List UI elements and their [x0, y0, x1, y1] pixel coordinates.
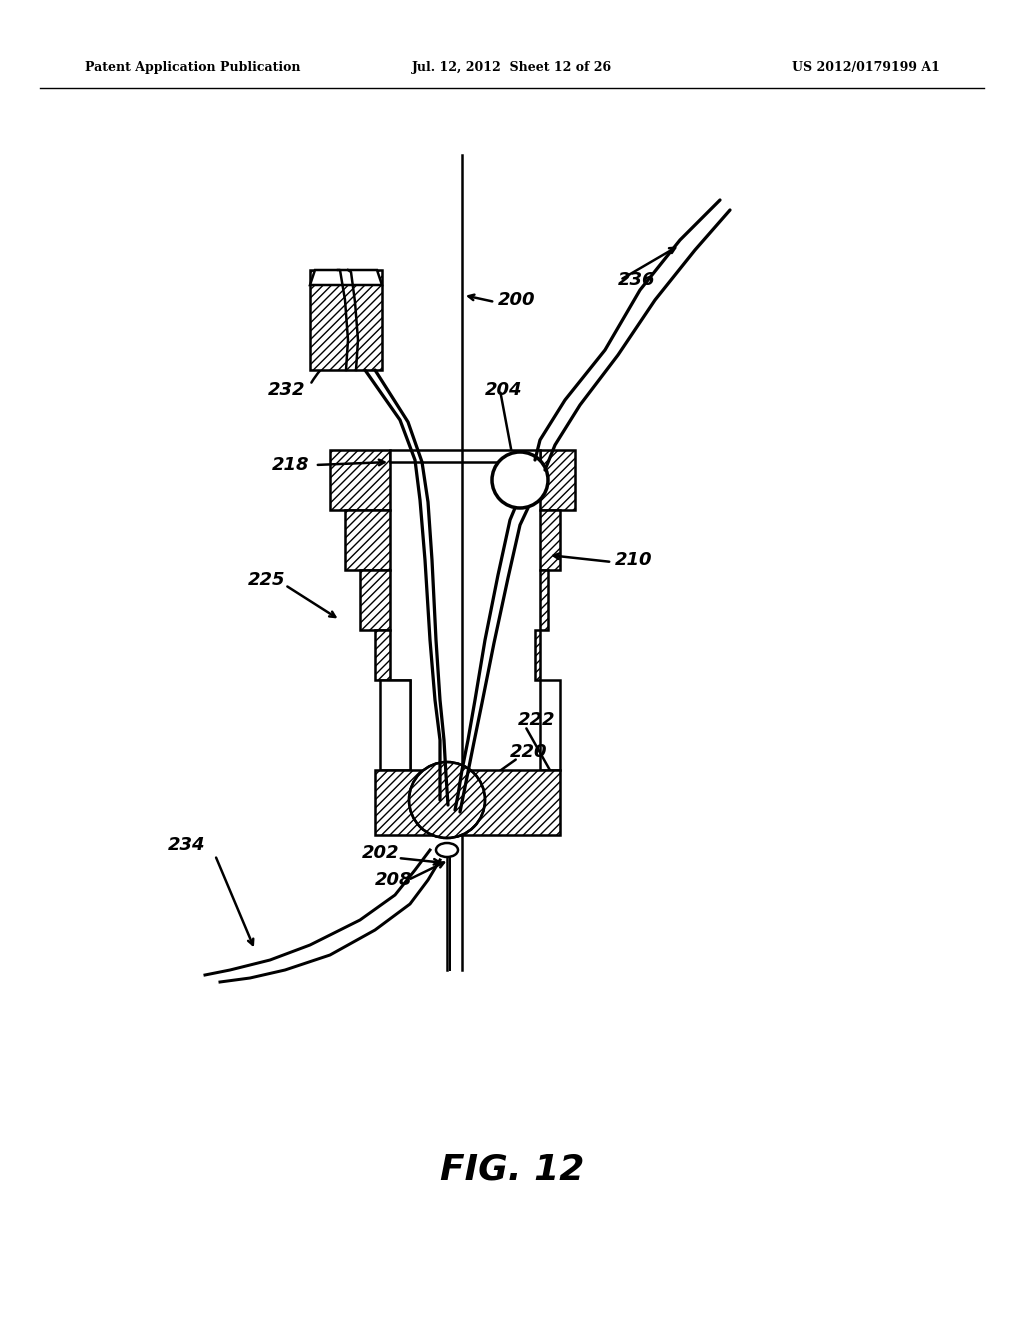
Bar: [375, 630, 390, 680]
Text: 210: 210: [615, 550, 652, 569]
Bar: [390, 450, 540, 462]
Circle shape: [492, 451, 548, 508]
Bar: [540, 680, 560, 770]
Text: Patent Application Publication: Patent Application Publication: [85, 62, 300, 74]
Text: 234: 234: [168, 836, 206, 854]
Text: 208: 208: [375, 871, 413, 888]
Bar: [540, 510, 560, 570]
Bar: [375, 630, 390, 680]
Bar: [345, 510, 390, 570]
Text: 200: 200: [498, 290, 536, 309]
Bar: [375, 770, 560, 836]
Ellipse shape: [436, 843, 458, 857]
Bar: [360, 570, 390, 630]
Text: 225: 225: [248, 572, 286, 589]
Polygon shape: [310, 271, 382, 285]
Bar: [330, 450, 390, 510]
Bar: [375, 770, 560, 836]
Bar: [535, 630, 540, 680]
Circle shape: [409, 762, 485, 838]
Bar: [540, 510, 560, 570]
Text: 220: 220: [510, 743, 548, 762]
Bar: [540, 450, 575, 510]
Bar: [360, 570, 390, 630]
Bar: [540, 570, 548, 630]
Text: FIG. 12: FIG. 12: [440, 1152, 584, 1187]
Bar: [330, 450, 390, 510]
Bar: [540, 570, 548, 630]
Bar: [380, 680, 410, 770]
Bar: [390, 680, 410, 770]
Text: 232: 232: [268, 381, 305, 399]
Text: 236: 236: [618, 271, 655, 289]
Text: 218: 218: [272, 455, 309, 474]
Text: US 2012/0179199 A1: US 2012/0179199 A1: [793, 62, 940, 74]
Text: 222: 222: [518, 711, 555, 729]
Bar: [535, 630, 540, 680]
Bar: [310, 271, 382, 370]
Bar: [540, 450, 575, 510]
Text: 202: 202: [362, 843, 399, 862]
Bar: [345, 510, 390, 570]
Text: 204: 204: [485, 381, 522, 399]
Text: Jul. 12, 2012  Sheet 12 of 26: Jul. 12, 2012 Sheet 12 of 26: [412, 62, 612, 74]
Bar: [310, 271, 382, 370]
